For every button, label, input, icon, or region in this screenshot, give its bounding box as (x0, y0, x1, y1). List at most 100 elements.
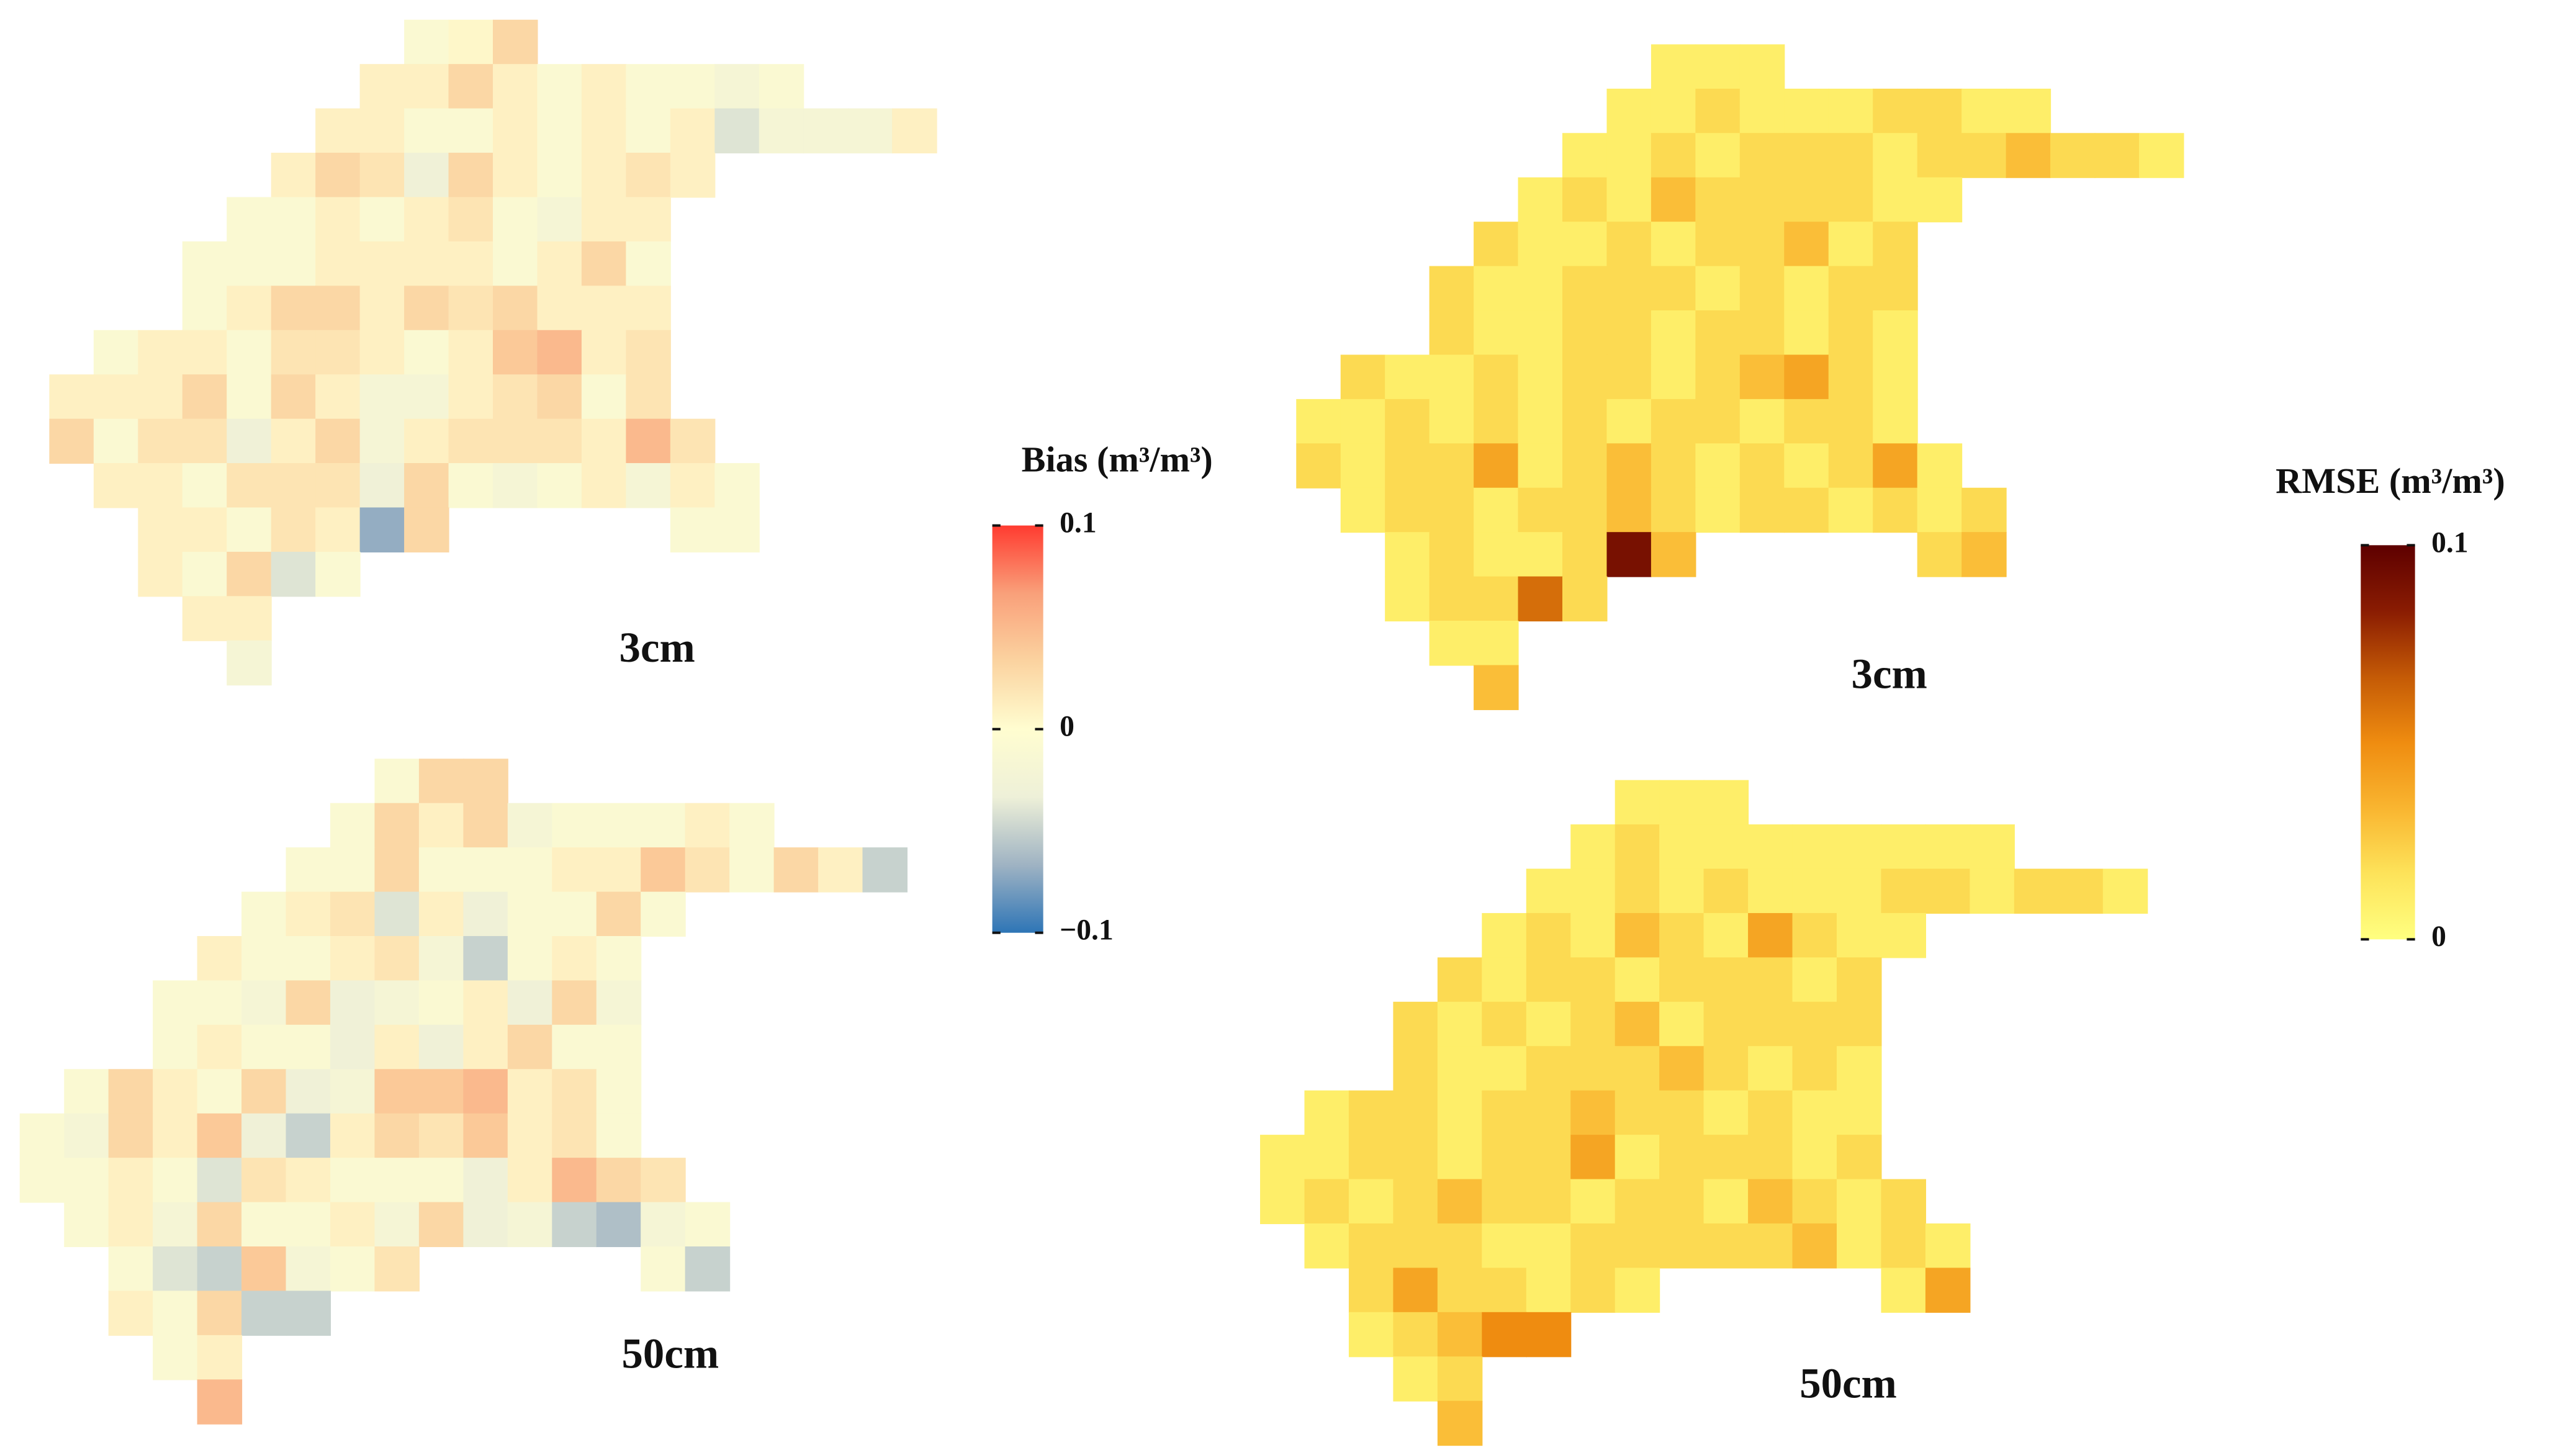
grid-cell (404, 197, 449, 242)
grid-cell (493, 241, 538, 287)
grid-cell (1651, 177, 1696, 223)
grid-cell (1651, 310, 1696, 356)
grid-cell (1526, 957, 1572, 1002)
grid-cell (1348, 1179, 1394, 1225)
colorbar-title: Bias (m³/m³) (1022, 439, 1213, 479)
grid-cell (182, 463, 228, 508)
grid-cell (286, 1202, 331, 1248)
grid-cell (1474, 665, 1519, 710)
grid-cell (1570, 824, 1616, 870)
grid-cell (374, 935, 420, 981)
grid-cell (418, 935, 464, 981)
grid-cell (404, 507, 449, 552)
grid-cell (493, 19, 538, 65)
grid-cell (1615, 1135, 1660, 1180)
grid-cell (1615, 1001, 1660, 1047)
grid-cell (1615, 868, 1660, 914)
grid-cell (330, 891, 376, 937)
grid-cell (1970, 868, 2015, 914)
grid-cell (448, 374, 494, 420)
grid-cell (1570, 1223, 1616, 1269)
grid-cell (1570, 1046, 1616, 1091)
grid-cell (1695, 443, 1741, 489)
grid-cell (418, 1069, 464, 1114)
grid-cell (315, 551, 361, 597)
grid-cell (1518, 532, 1564, 577)
grid-cell (1651, 399, 1696, 444)
grid-cell (507, 935, 553, 981)
heatmap-panel (49, 19, 937, 686)
grid-cell (1526, 1268, 1572, 1313)
grid-cell (596, 1024, 642, 1070)
grid-cell (685, 847, 731, 893)
grid-cell (552, 1069, 597, 1114)
grid-cell (892, 108, 937, 154)
grid-cell (153, 1246, 198, 1292)
grid-cell (1651, 487, 1696, 533)
grid-cell (626, 153, 671, 198)
grid-cell (1437, 1268, 1483, 1313)
grid-cell (670, 64, 716, 109)
grid-cell (1651, 532, 1696, 577)
grid-cell (1925, 824, 1971, 870)
grid-cell (641, 891, 686, 937)
grid-cell (670, 507, 716, 552)
grid-cell (1474, 487, 1519, 533)
grid-cell (1695, 222, 1741, 267)
grid-cell (418, 1158, 464, 1203)
grid-cell (359, 153, 405, 198)
grid-cell (241, 1069, 287, 1114)
grid-cell (1659, 780, 1705, 826)
grid-cell (1615, 824, 1660, 870)
grid-cell (581, 108, 627, 154)
grid-cell (271, 197, 317, 242)
grid-cell (448, 330, 494, 376)
grid-cell (359, 197, 405, 242)
grid-cell (1348, 1312, 1394, 1358)
grid-cell (227, 551, 272, 597)
grid-cell (418, 891, 464, 937)
grid-cell (241, 980, 287, 1025)
grid-cell (1570, 957, 1616, 1002)
grid-cell (153, 1291, 198, 1336)
grid-cell (1784, 266, 1829, 312)
grid-cell (286, 1158, 331, 1203)
grid-cell (1873, 487, 1918, 533)
grid-cell (1304, 1179, 1349, 1225)
grid-cell (271, 418, 317, 464)
grid-cell (448, 241, 494, 287)
grid-cell (1695, 177, 1741, 223)
grid-cell (271, 551, 317, 597)
grid-cell (1703, 1135, 1749, 1180)
grid-cell (463, 759, 508, 804)
grid-cell (227, 640, 272, 686)
grid-cell (330, 1113, 376, 1159)
grid-cell (1784, 399, 1829, 444)
grid-cell (1836, 912, 1882, 958)
grid-cell (227, 241, 272, 287)
grid-cell (1615, 1090, 1660, 1136)
grid-cell (1792, 824, 1838, 870)
grid-cell (685, 1246, 731, 1292)
grid-cell (241, 1246, 287, 1292)
grid-cell (1836, 1223, 1882, 1269)
grid-cell (1474, 532, 1519, 577)
grid-cell (1606, 487, 1652, 533)
grid-cell (1570, 1135, 1616, 1180)
grid-cell (670, 463, 716, 508)
grid-cell (1784, 310, 1829, 356)
grid-cell (197, 1246, 243, 1292)
grid-cell (1474, 222, 1519, 267)
colorbar-title: RMSE (m³/m³) (2276, 461, 2505, 501)
grid-cell (374, 1069, 420, 1114)
grid-cell (507, 1202, 553, 1248)
grid-cell (1437, 1090, 1483, 1136)
grid-cell (1437, 1223, 1483, 1269)
grid-cell (641, 1202, 686, 1248)
grid-cell (552, 1113, 597, 1159)
grid-cell (182, 286, 228, 331)
grid-cell (1961, 88, 2007, 134)
grid-cell (64, 1113, 109, 1159)
grid-cell (359, 374, 405, 420)
grid-cell (359, 64, 405, 109)
